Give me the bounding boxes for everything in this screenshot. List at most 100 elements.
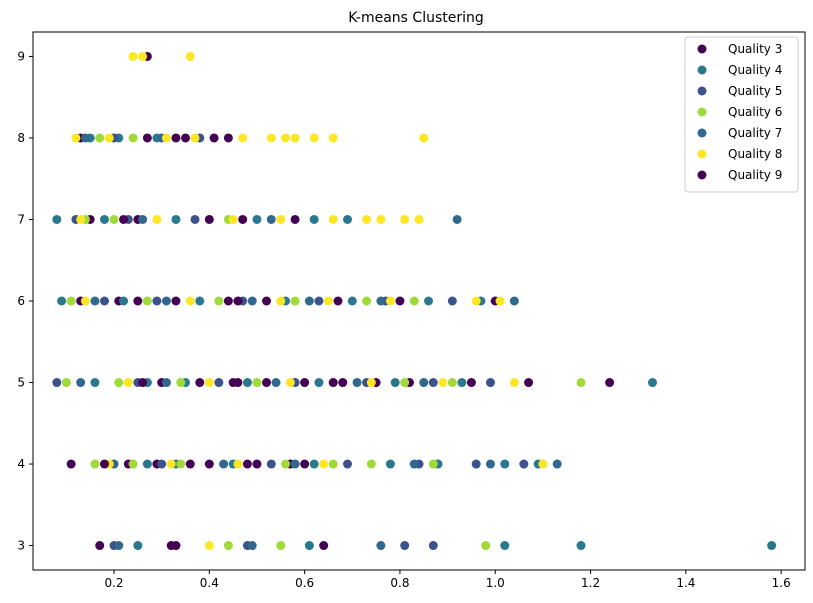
data-point — [343, 214, 353, 224]
data-point — [500, 459, 510, 469]
data-point — [214, 378, 224, 388]
data-point — [400, 541, 410, 551]
legend-marker — [697, 107, 707, 117]
data-point — [376, 296, 386, 306]
data-point — [290, 133, 300, 143]
y-tick-label: 3 — [17, 539, 25, 553]
data-point — [576, 378, 586, 388]
data-point — [119, 296, 129, 306]
data-point — [185, 296, 195, 306]
data-point — [80, 296, 90, 306]
data-point — [66, 296, 76, 306]
data-point — [304, 541, 314, 551]
y-tick-label: 7 — [17, 212, 25, 226]
data-point — [328, 214, 338, 224]
data-point — [109, 214, 119, 224]
data-point — [223, 296, 233, 306]
data-point — [309, 459, 319, 469]
x-tick-label: 1.4 — [676, 576, 695, 590]
data-point — [262, 378, 272, 388]
data-point — [285, 378, 295, 388]
data-point — [204, 459, 214, 469]
data-point — [142, 459, 152, 469]
x-tick-label: 1.6 — [772, 576, 791, 590]
legend-marker — [697, 65, 707, 75]
data-point — [195, 296, 205, 306]
data-point — [419, 378, 429, 388]
data-point — [552, 459, 562, 469]
data-point — [52, 214, 62, 224]
data-point — [195, 378, 205, 388]
data-point — [366, 378, 376, 388]
data-point — [409, 296, 419, 306]
data-point — [319, 459, 329, 469]
data-point — [152, 214, 162, 224]
data-point — [90, 459, 100, 469]
data-point — [233, 459, 243, 469]
data-point — [185, 459, 195, 469]
data-point — [71, 133, 81, 143]
data-point — [95, 133, 105, 143]
data-point — [133, 541, 143, 551]
y-axis: 3 4 5 6 7 8 9 — [17, 49, 33, 553]
data-point — [333, 296, 343, 306]
series-6 — [71, 51, 548, 551]
data-point — [161, 296, 171, 306]
legend-label: Quality 6 — [728, 105, 782, 119]
data-point — [281, 459, 291, 469]
data-point — [276, 541, 286, 551]
data-point — [252, 378, 262, 388]
data-point — [266, 214, 276, 224]
data-point — [319, 541, 329, 551]
data-point — [276, 296, 286, 306]
data-point — [323, 296, 333, 306]
series-4 — [61, 133, 586, 551]
data-point — [343, 459, 353, 469]
data-point — [99, 459, 109, 469]
data-point — [138, 214, 148, 224]
data-point — [457, 378, 467, 388]
data-point — [452, 214, 462, 224]
data-point — [190, 214, 200, 224]
legend-marker — [697, 128, 707, 138]
data-point — [400, 214, 410, 224]
data-point — [157, 459, 167, 469]
data-point — [138, 51, 148, 61]
data-point — [176, 378, 186, 388]
data-point — [290, 459, 300, 469]
legend-label: Quality 4 — [728, 63, 782, 77]
data-point — [76, 378, 86, 388]
data-point — [648, 378, 658, 388]
data-point — [66, 459, 76, 469]
legend-label: Quality 5 — [728, 84, 782, 98]
data-point — [481, 541, 491, 551]
data-point — [123, 378, 133, 388]
x-tick-label: 0.2 — [104, 576, 123, 590]
data-point — [209, 133, 219, 143]
data-point — [309, 133, 319, 143]
data-point — [328, 133, 338, 143]
data-point — [328, 459, 338, 469]
data-point — [242, 459, 252, 469]
data-point — [290, 296, 300, 306]
data-point — [104, 133, 114, 143]
data-point — [500, 541, 510, 551]
x-axis: 0.2 0.4 0.6 0.8 1.0 1.2 1.4 1.6 — [104, 570, 791, 590]
x-tick-label: 0.4 — [200, 576, 219, 590]
data-point — [428, 459, 438, 469]
data-point — [223, 541, 233, 551]
data-point — [300, 378, 310, 388]
data-point — [395, 296, 405, 306]
data-point — [400, 378, 410, 388]
data-point — [99, 214, 109, 224]
data-point — [438, 378, 448, 388]
data-point — [80, 133, 90, 143]
data-point — [524, 378, 534, 388]
data-point — [180, 133, 190, 143]
data-point — [471, 296, 481, 306]
data-point — [152, 296, 162, 306]
data-point — [414, 214, 424, 224]
data-point — [171, 541, 181, 551]
data-point — [290, 214, 300, 224]
data-point — [161, 133, 171, 143]
